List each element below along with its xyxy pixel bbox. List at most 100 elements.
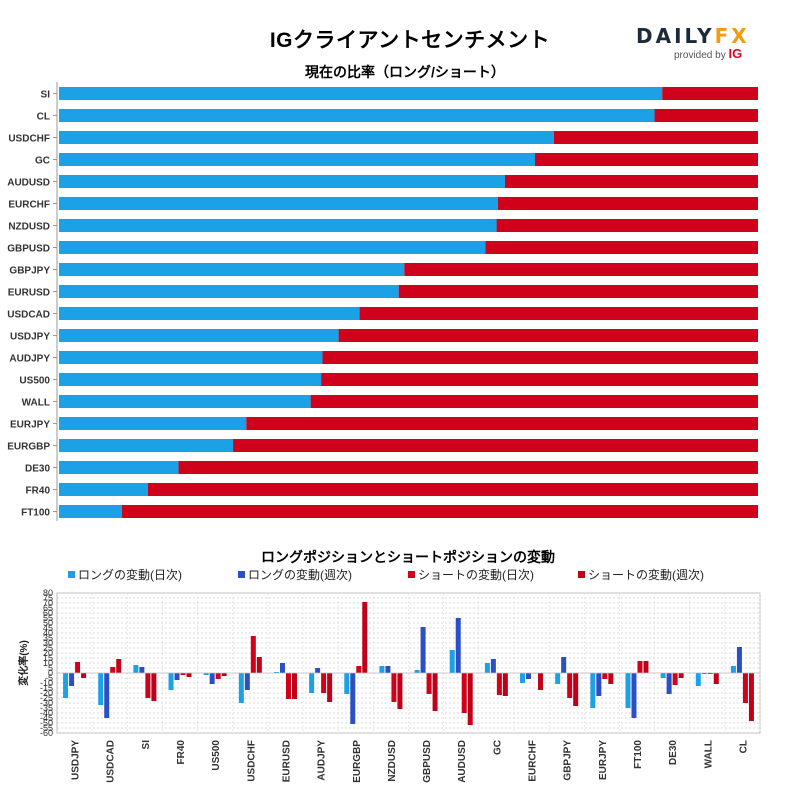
change-bar-eurusd-s3 bbox=[291, 673, 297, 699]
change-bar-usdjpy-s3 bbox=[81, 673, 87, 678]
legend-label: ロングの変動(週次) bbox=[248, 567, 352, 582]
change-bar-us500-s3 bbox=[221, 673, 227, 676]
legend-label: ショートの変動(週次) bbox=[588, 567, 704, 582]
ratio-chart-title: 現在の比率（ロング/ショート） bbox=[305, 64, 505, 80]
change-bar-eurgbp-s3 bbox=[362, 602, 368, 673]
change-bar-gc-s1 bbox=[490, 659, 496, 673]
ratio-bar-short-cl bbox=[654, 109, 758, 122]
ratio-category-label: CL bbox=[37, 112, 50, 123]
change-bar-gbpjpy-s2 bbox=[567, 673, 573, 698]
change-y-tick: 55 bbox=[43, 613, 53, 623]
ratio-bar-long-gbpjpy bbox=[59, 263, 405, 276]
ratio-bar-long-cl bbox=[59, 109, 655, 122]
ratio-bar-short-wall bbox=[310, 395, 758, 408]
change-bar-eurjpy-s1 bbox=[596, 673, 602, 696]
ratio-bar-short-gbpjpy bbox=[404, 263, 758, 276]
ratio-category-label: WALL bbox=[22, 398, 50, 409]
change-y-tick: -45 bbox=[40, 713, 53, 723]
change-bar-de30-s2 bbox=[672, 673, 678, 685]
change-y-tick: 75 bbox=[43, 593, 53, 603]
change-category-label: FT100 bbox=[633, 740, 644, 769]
change-bar-fr40-s3 bbox=[186, 673, 192, 677]
change-bar-usdchf-s3 bbox=[256, 657, 262, 673]
change-y-tick: -60 bbox=[40, 728, 53, 738]
ratio-category-label: USDCHF bbox=[8, 134, 50, 145]
change-chart-title: ロングポジションとショートポジションの変動 bbox=[261, 549, 555, 565]
change-bar-cl-s2 bbox=[742, 673, 748, 703]
change-bar-audusd-s0 bbox=[449, 650, 455, 673]
ratio-bar-short-nzdusd bbox=[496, 219, 758, 232]
change-bar-de30-s1 bbox=[666, 673, 672, 694]
change-y-tick: -5 bbox=[45, 673, 53, 683]
change-y-tick: 30 bbox=[43, 638, 53, 648]
change-bar-cl-s0 bbox=[730, 666, 736, 673]
change-bar-si-s0 bbox=[133, 665, 139, 673]
change-bar-ft100-s2 bbox=[637, 661, 643, 673]
change-bar-eurusd-s2 bbox=[285, 673, 291, 699]
change-bar-usdcad-s0 bbox=[98, 673, 104, 705]
change-bar-eurchf-s0 bbox=[520, 673, 526, 683]
ratio-category-label: USDJPY bbox=[10, 332, 50, 343]
ratio-bar-short-gbpusd bbox=[485, 241, 758, 254]
ratio-bar-short-usdchf bbox=[553, 131, 758, 144]
change-bar-nzdusd-s3 bbox=[397, 673, 403, 709]
change-y-tick: 35 bbox=[43, 633, 53, 643]
ratio-bar-short-ft100 bbox=[121, 505, 758, 518]
legend-swatch bbox=[238, 571, 245, 578]
ratio-category-label: EURJPY bbox=[10, 420, 50, 431]
change-bar-usdjpy-s1 bbox=[69, 673, 75, 686]
change-category-label: EURGBP bbox=[352, 740, 363, 783]
change-category-label: USDCHF bbox=[246, 740, 257, 782]
ratio-category-label: GBPJPY bbox=[9, 266, 50, 277]
change-y-tick: -25 bbox=[40, 693, 53, 703]
ratio-category-label: SI bbox=[41, 90, 51, 101]
change-bar-gbpjpy-s0 bbox=[555, 673, 561, 684]
change-bar-eurchf-s3 bbox=[538, 673, 544, 690]
change-bar-cl-s3 bbox=[748, 673, 754, 721]
legend-label: ロングの変動(日次) bbox=[78, 567, 182, 582]
ratio-category-label: US500 bbox=[19, 376, 50, 387]
change-category-label: DE30 bbox=[668, 740, 679, 765]
ratio-bar-long-ft100 bbox=[59, 505, 122, 518]
ratio-bar-short-eurgbp bbox=[233, 439, 758, 452]
change-bar-fr40-s0 bbox=[168, 673, 174, 690]
logo-ig: IG bbox=[728, 46, 743, 61]
ratio-bar-long-usdchf bbox=[59, 131, 554, 144]
ratio-bar-long-usdjpy bbox=[59, 329, 339, 342]
change-bar-ft100-s1 bbox=[631, 673, 637, 718]
change-bar-eurjpy-s2 bbox=[602, 673, 608, 679]
change-bar-usdjpy-s2 bbox=[75, 662, 81, 673]
change-bar-usdchf-s1 bbox=[244, 673, 250, 690]
change-y-tick: -35 bbox=[40, 703, 53, 713]
change-bar-de30-s0 bbox=[660, 673, 666, 678]
ratio-bar-short-si bbox=[662, 87, 758, 100]
change-bar-si-s1 bbox=[139, 667, 145, 673]
change-bar-fr40-s2 bbox=[180, 673, 186, 675]
change-y-tick: -50 bbox=[40, 718, 53, 728]
change-category-label: EURJPY bbox=[598, 740, 609, 780]
change-category-label: CL bbox=[738, 740, 749, 753]
change-bar-gbpjpy-s1 bbox=[561, 657, 567, 673]
ratio-bar-short-gc bbox=[535, 153, 758, 166]
ratio-category-label: DE30 bbox=[25, 464, 50, 475]
change-bar-wall-s0 bbox=[695, 673, 701, 686]
logo-provided-text: provided by bbox=[674, 50, 726, 61]
change-category-label: AUDUSD bbox=[457, 740, 468, 783]
page-title: IGクライアントセンチメント bbox=[269, 29, 551, 52]
change-y-tick: -55 bbox=[40, 723, 53, 733]
change-bar-audjpy-s3 bbox=[327, 673, 333, 702]
ratio-bar-long-de30 bbox=[59, 461, 179, 474]
ratio-category-label: GC bbox=[35, 156, 50, 167]
change-bar-wall-s1 bbox=[701, 673, 707, 674]
logo-provided-by: provided by IG bbox=[674, 46, 756, 61]
change-category-label: NZDUSD bbox=[387, 740, 398, 782]
ratio-category-label: GBPUSD bbox=[7, 244, 50, 255]
change-y-tick: 10 bbox=[43, 658, 53, 668]
change-bar-audusd-s2 bbox=[461, 673, 467, 713]
ratio-bar-long-fr40 bbox=[59, 483, 148, 496]
legend-swatch bbox=[68, 571, 75, 578]
change-y-tick: 70 bbox=[43, 598, 53, 608]
ratio-bar-short-audjpy bbox=[322, 351, 758, 364]
change-bar-eurusd-s0 bbox=[273, 672, 279, 673]
